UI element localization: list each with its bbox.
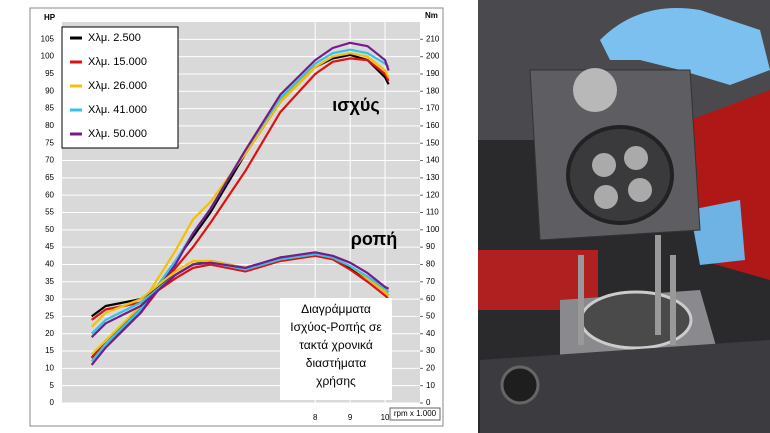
y2-tick-label: 20: [426, 363, 435, 372]
lines: [90, 41, 390, 366]
annotation: ισχύς: [332, 95, 380, 115]
note-box: [280, 298, 392, 400]
y-tick-label: 0: [50, 398, 55, 407]
x-label-box: [389, 407, 441, 421]
x-tick-label: 9: [348, 413, 353, 422]
y2-tick-label: 130: [426, 173, 440, 182]
y-tick-label: 25: [45, 312, 54, 321]
y-tick-label: 20: [45, 329, 54, 338]
legend: Χλμ. 2.500 Χλμ. 15.000 Χλμ. 26.000 Χλμ. 41.…: [70, 32, 147, 140]
y-tick-label: 65: [45, 173, 54, 182]
stud: [578, 255, 584, 345]
y-tick-label: 95: [45, 69, 54, 78]
glove: [690, 200, 745, 265]
series-line: [90, 251, 390, 338]
y2-tick-label: 200: [426, 52, 440, 61]
y2-tick-label: 210: [426, 34, 440, 43]
y2-tick-label: 180: [426, 86, 440, 95]
y2-axis-label: Nm: [425, 11, 438, 20]
x-tick-label: 10: [381, 413, 390, 422]
y-tick-label: 60: [45, 190, 54, 199]
series-line: [90, 253, 390, 335]
legend-label: Χλμ. 50.000: [88, 128, 147, 140]
legend-label: Χλμ. 26.000: [88, 80, 147, 92]
y-tick-label: 10: [45, 363, 54, 372]
y2-tick-label: 70: [426, 277, 435, 286]
y2-tick-label: 140: [426, 156, 440, 165]
y2-tick-label: 10: [426, 381, 435, 390]
valve: [592, 153, 616, 177]
y2-tick-label: 0: [426, 398, 431, 407]
y-tick-label: 45: [45, 242, 54, 251]
y2-tick-label: 120: [426, 190, 440, 199]
y-tick-label: 90: [45, 86, 54, 95]
valve: [628, 178, 652, 202]
series-line: [90, 41, 390, 366]
note-line: Διαγράμματα: [301, 302, 371, 316]
y2-tick-label: 110: [426, 208, 439, 217]
y2-tick-label: 100: [426, 225, 440, 234]
legend-label: Χλμ. 15.000: [88, 56, 147, 68]
y2-tick-label: 60: [426, 294, 435, 303]
y2-tick-label: 90: [426, 242, 435, 251]
y-tick-label: 35: [45, 277, 54, 286]
port: [500, 365, 540, 405]
combustion-chamber: [566, 125, 674, 225]
y2-tick-label: 40: [426, 329, 435, 338]
y2-tick-label: 30: [426, 346, 435, 355]
tensioner: [573, 68, 617, 112]
y2-tick-label: 150: [426, 138, 440, 147]
y-tick-label: 15: [45, 346, 54, 355]
y2-tick-label: 160: [426, 121, 440, 130]
y-tick-label: 5: [50, 381, 55, 390]
note: Διαγράμματα Ισχύος-Ροπής σε τακτά χρονικά δ…: [290, 302, 382, 388]
legend-label: Χλμ. 2.500: [88, 32, 141, 44]
crankcase: [480, 340, 770, 433]
y-tick-label: 105: [41, 34, 55, 43]
note-line: Ισχύος-Ροπής σε: [290, 320, 382, 334]
x-tick-label: 8: [313, 413, 318, 422]
y2-tick-label: 80: [426, 260, 435, 269]
stud: [670, 255, 676, 345]
y-tick-label: 85: [45, 104, 54, 113]
annotation: ροπή: [351, 229, 397, 249]
y-tick-label: 50: [45, 225, 54, 234]
y-tick-label: 55: [45, 208, 54, 217]
y2-tick-label: 170: [426, 104, 440, 113]
valve: [594, 185, 618, 209]
photo: [478, 0, 770, 433]
note-line: τακτά χρονικά: [299, 338, 373, 352]
y-tick-label: 100: [41, 52, 55, 61]
y-tick-label: 80: [45, 121, 54, 130]
valve: [624, 146, 648, 170]
y-axis-label: HP: [44, 13, 56, 22]
x-axis-label: rpm x 1.000: [394, 409, 437, 418]
glove: [600, 8, 770, 85]
y-tick-label: 30: [45, 294, 54, 303]
y2-tick-label: 190: [426, 69, 440, 78]
legend-label: Χλμ. 41.000: [88, 104, 147, 116]
note-line: διαστήματα: [306, 356, 367, 370]
y-tick-label: 40: [45, 260, 54, 269]
note-line: χρήσης: [316, 374, 356, 388]
y-tick-label: 75: [45, 138, 54, 147]
stud: [655, 235, 661, 335]
y2-tick-label: 50: [426, 312, 435, 321]
y-tick-label: 70: [45, 156, 54, 165]
